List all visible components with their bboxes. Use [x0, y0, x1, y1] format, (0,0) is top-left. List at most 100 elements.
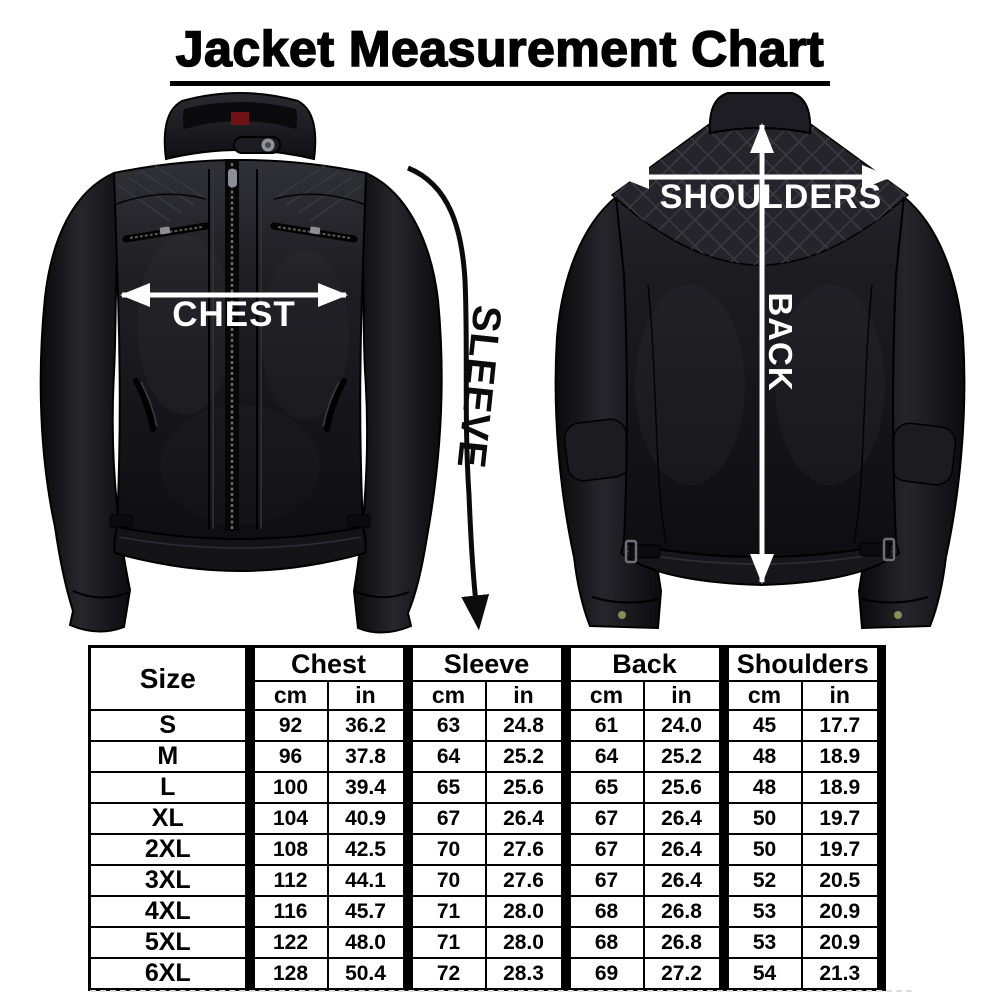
measurement-cell: 64	[560, 740, 645, 773]
measurement-cell: 67	[560, 864, 645, 897]
table-row: 3XL 112 44.1 70 27.6 67 26.4 52 20.5	[88, 864, 883, 897]
measurement-cell: 67	[402, 802, 487, 835]
measurement-cell: 122	[244, 926, 329, 959]
measurement-cell: 104	[244, 802, 329, 835]
jacket-front-image	[39, 92, 443, 634]
table-row: S 92 36.2 63 24.8 61 24.0 45 17.7	[88, 709, 883, 742]
measurement-cell: 27.2	[642, 957, 725, 991]
chest-label: CHEST	[172, 295, 296, 334]
measurement-cell: 65	[402, 771, 487, 804]
size-cell: S	[88, 709, 251, 742]
measurement-cell: 18.9	[800, 740, 883, 773]
measurement-cell: 26.4	[642, 864, 725, 897]
measurement-cell: 48	[718, 771, 803, 804]
measurement-cell: 128	[244, 957, 329, 991]
measurement-cell: 26.4	[484, 802, 567, 835]
measurement-cell: 26.8	[642, 926, 725, 959]
bottom-ghost-line	[90, 990, 912, 992]
measurement-cell: 17.7	[800, 709, 883, 742]
unit-header-chest-in: in	[326, 680, 409, 711]
measurement-cell: 25.2	[484, 740, 567, 773]
measurement-cell: 19.7	[800, 802, 883, 835]
table-row: 6XL 128 50.4 72 28.3 69 27.2 54 21.3	[88, 957, 883, 991]
measurement-cell: 68	[560, 926, 645, 959]
measurement-cell: 61	[560, 709, 645, 742]
measurement-cell: 48.0	[326, 926, 409, 959]
measurement-cell: 44.1	[326, 864, 409, 897]
measurement-cell: 27.6	[484, 833, 567, 866]
size-chart-table: Size Chest Sleeve Back Shoulders cm in c…	[88, 645, 886, 991]
unit-header-chest-cm: cm	[244, 680, 329, 711]
column-group-back: Back	[560, 645, 725, 682]
measurement-cell: 70	[402, 864, 487, 897]
measurement-cell: 53	[718, 895, 803, 928]
page-title: Jacket Measurement Chart	[169, 21, 831, 86]
measurement-cell: 19.7	[800, 833, 883, 866]
column-group-chest: Chest	[244, 645, 409, 682]
measurement-cell: 25.6	[642, 771, 725, 804]
column-group-shoulders: Shoulders	[718, 645, 883, 682]
size-table-body: S 92 36.2 63 24.8 61 24.0 45 17.7 M 96 37.8 64 25.2 64…	[88, 709, 883, 991]
size-cell: XL	[88, 802, 251, 835]
table-row: 4XL 116 45.7 71 28.0 68 26.8 53 20.9	[88, 895, 883, 928]
measurement-cell: 25.2	[642, 740, 725, 773]
measurement-cell: 27.6	[484, 864, 567, 897]
group-header-row: Size Chest Sleeve Back Shoulders	[88, 645, 883, 711]
measurement-cell: 71	[402, 926, 487, 959]
measurement-cell: 20.9	[800, 895, 883, 928]
measurement-cell: 67	[560, 833, 645, 866]
measurement-cell: 108	[244, 833, 329, 866]
size-cell: 3XL	[88, 864, 251, 897]
measurement-cell: 52	[718, 864, 803, 897]
column-header-size: Size	[88, 645, 251, 711]
table-row: L 100 39.4 65 25.6 65 25.6 48 18.9	[88, 771, 883, 804]
table-head: Size Chest Sleeve Back Shoulders cm in c…	[88, 645, 883, 711]
measurement-cell: 20.9	[800, 926, 883, 959]
unit-header-shoulders-in: in	[800, 680, 883, 711]
unit-header-sleeve-cm: cm	[402, 680, 487, 711]
measurement-cell: 67	[560, 802, 645, 835]
column-group-sleeve: Sleeve	[402, 645, 567, 682]
measurement-cell: 53	[718, 926, 803, 959]
measurement-cell: 92	[244, 709, 329, 742]
measurement-cell: 28.0	[484, 895, 567, 928]
measurement-cell: 69	[560, 957, 645, 991]
measurement-cell: 20.5	[800, 864, 883, 897]
measurement-cell: 40.9	[326, 802, 409, 835]
size-cell: M	[88, 740, 251, 773]
measurement-cell: 45.7	[326, 895, 409, 928]
size-cell: L	[88, 771, 251, 804]
measurement-cell: 24.0	[642, 709, 725, 742]
size-cell: 6XL	[88, 957, 251, 991]
size-cell: 2XL	[88, 833, 251, 866]
measurement-cell: 45	[718, 709, 803, 742]
measurement-cell: 54	[718, 957, 803, 991]
measurement-cell: 71	[402, 895, 487, 928]
measurement-cell: 50	[718, 802, 803, 835]
measurement-cell: 100	[244, 771, 329, 804]
measurement-cell: 112	[244, 864, 329, 897]
measurement-cell: 39.4	[326, 771, 409, 804]
measurement-cell: 50	[718, 833, 803, 866]
measurement-cell: 70	[402, 833, 487, 866]
unit-header-sleeve-in: in	[484, 680, 567, 711]
measurement-cell: 24.8	[484, 709, 567, 742]
measurement-cell: 21.3	[800, 957, 883, 991]
measurement-cell: 28.0	[484, 926, 567, 959]
table-row: XL 104 40.9 67 26.4 67 26.4 50 19.7	[88, 802, 883, 835]
measurement-cell: 116	[244, 895, 329, 928]
measurement-cell: 25.6	[484, 771, 567, 804]
measurement-cell: 65	[560, 771, 645, 804]
measurement-cell: 72	[402, 957, 487, 991]
measurement-diagram: CHEST SLEEVE SHOULDERS BACK	[0, 85, 1000, 645]
table-row: M 96 37.8 64 25.2 64 25.2 48 18.9	[88, 740, 883, 773]
measurement-cell: 37.8	[326, 740, 409, 773]
measurement-cell: 18.9	[800, 771, 883, 804]
unit-header-back-cm: cm	[560, 680, 645, 711]
unit-header-shoulders-cm: cm	[718, 680, 803, 711]
measurement-cell: 96	[244, 740, 329, 773]
size-cell: 5XL	[88, 926, 251, 959]
table-row: 2XL 108 42.5 70 27.6 67 26.4 50 19.7	[88, 833, 883, 866]
measurement-cell: 42.5	[326, 833, 409, 866]
